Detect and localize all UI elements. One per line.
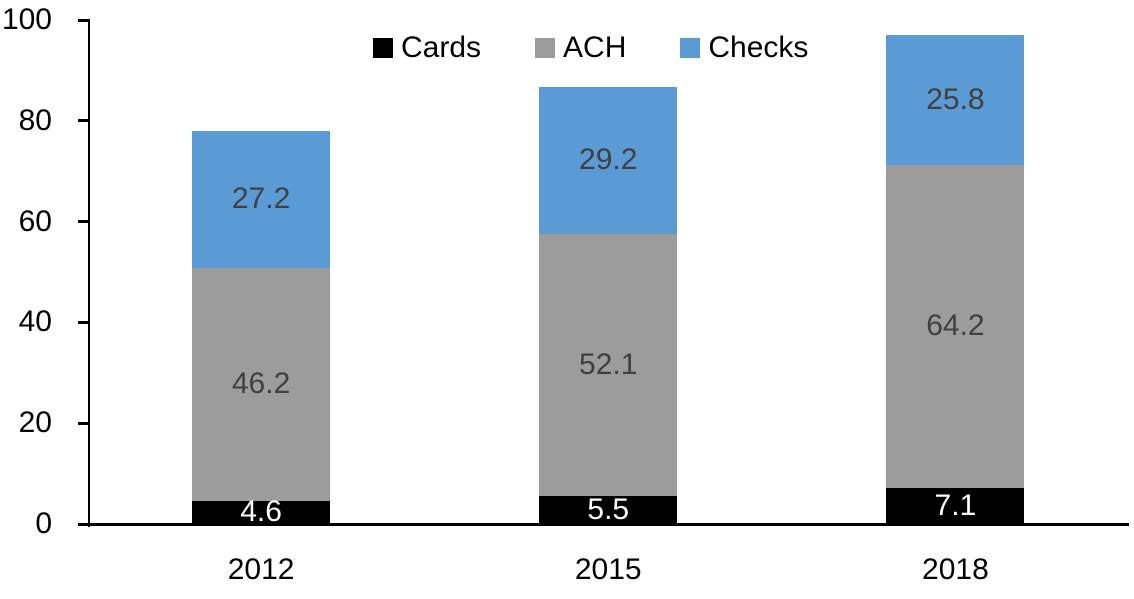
y-axis-tick [78,522,88,526]
x-category-label: 2012 [227,553,295,586]
legend: Cards ACH Checks [373,31,808,65]
y-tick-label: 0 [35,507,52,540]
bar-segment-cards [539,496,678,524]
legend-label-cards: Cards [401,31,482,64]
bar-segment-cards [192,500,331,524]
legend-label-checks: Checks [708,31,809,64]
checks-legend-swatch-icon [680,38,701,58]
bar-segment-cards [886,488,1025,524]
y-axis-tick [78,18,88,22]
x-category-label: 2015 [574,553,642,586]
bar-segment-ach [886,164,1025,489]
y-tick-label: 20 [18,406,52,440]
bar-segment-ach [192,267,331,501]
legend-item-cards: Cards [373,31,481,65]
y-axis-tick [78,220,88,224]
y-tick-label: 80 [18,103,52,137]
cards-legend-swatch-icon [373,38,393,58]
ach-legend-swatch-icon [535,38,556,58]
y-axis-line [87,18,90,527]
bar-segment-ach [539,233,678,497]
y-tick-label: 40 [18,305,52,339]
bar-segment-checks [886,34,1025,165]
x-category-label: 2018 [922,553,989,586]
y-axis-tick [78,119,88,123]
legend-label-ach: ACH [563,31,627,64]
y-axis-tick [78,320,88,324]
bar-segment-checks [192,130,331,268]
y-tick-label: 60 [18,204,52,238]
x-axis-line [86,522,1129,526]
legend-item-checks: Checks [680,31,808,65]
y-tick-label: 100 [1,3,52,36]
y-axis-tick [78,421,88,425]
legend-item-ach: ACH [535,31,626,65]
bar-segment-checks [539,86,678,234]
